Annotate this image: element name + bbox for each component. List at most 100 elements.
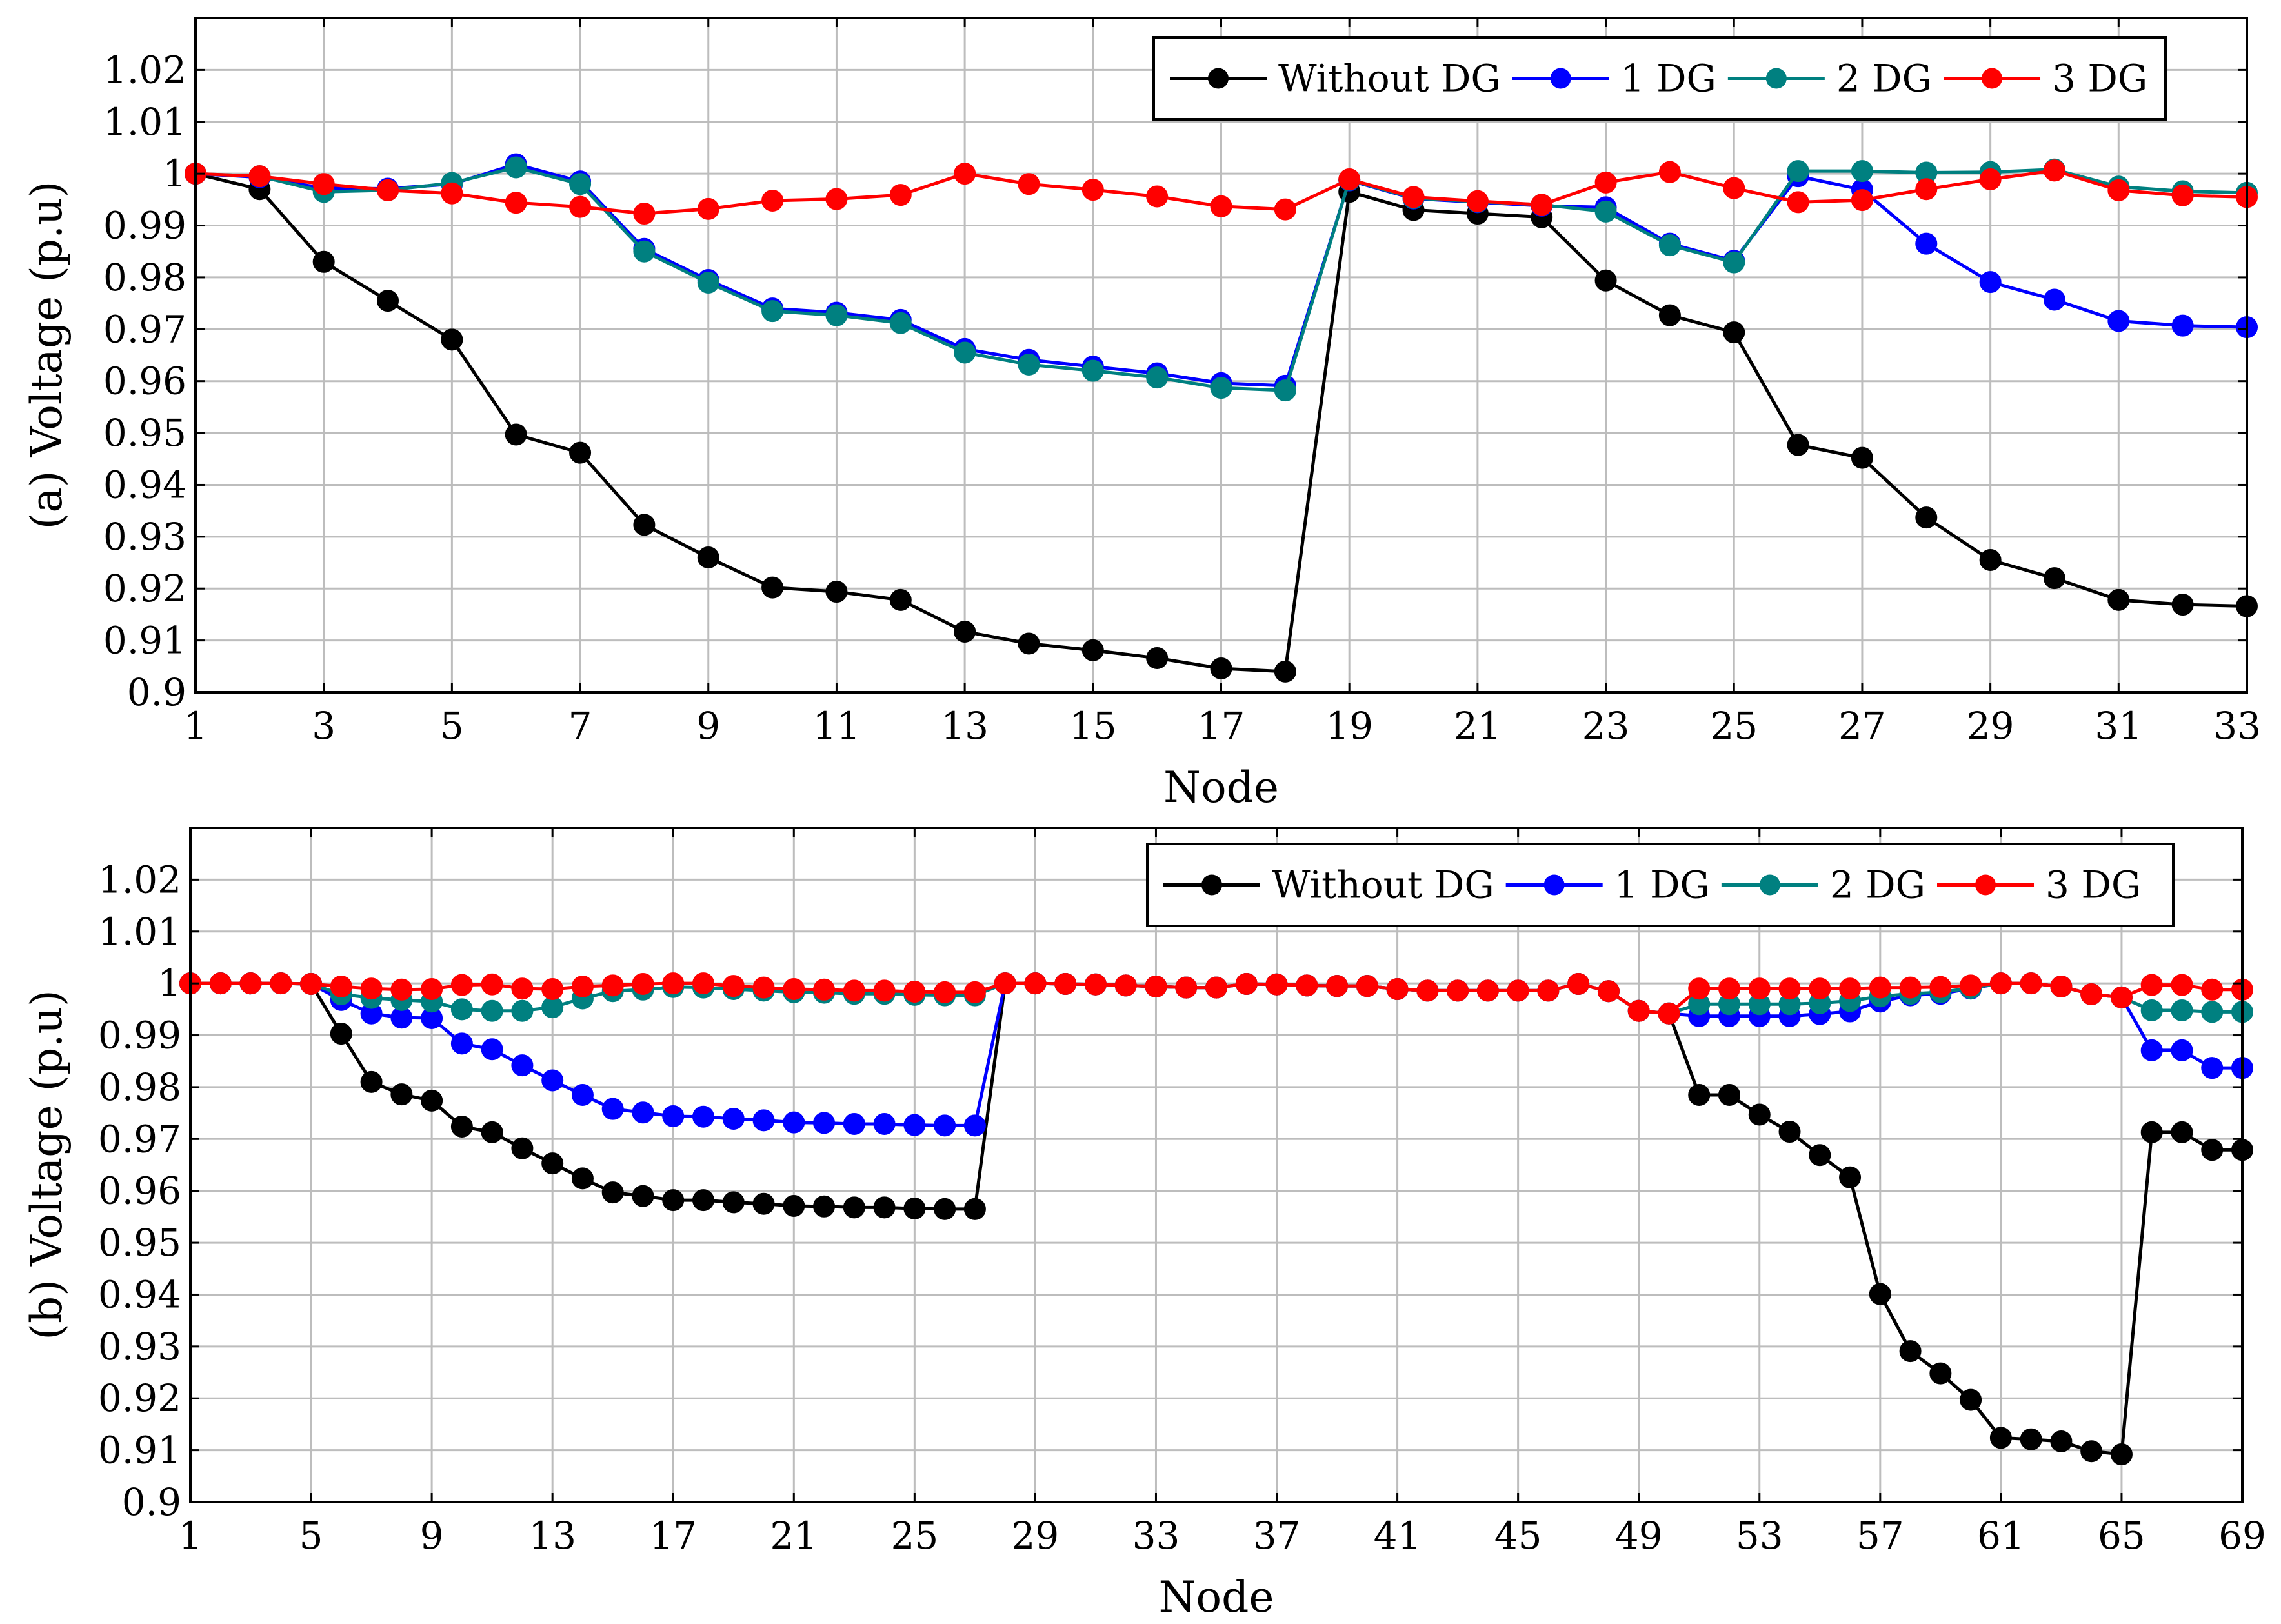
data-point (569, 173, 592, 195)
legend-marker (1543, 874, 1565, 896)
data-point (1507, 979, 1529, 1002)
data-point (873, 1112, 896, 1135)
data-point (1210, 195, 1232, 217)
data-point (934, 1198, 956, 1220)
data-point (1851, 446, 1873, 469)
data-point (843, 1196, 865, 1219)
data-point (2201, 978, 2224, 1001)
data-point (889, 184, 912, 206)
legend-label: Without DG (1272, 863, 1494, 907)
x-tick-label: 23 (1582, 704, 1630, 748)
data-point (2140, 974, 2163, 996)
data-point (2020, 972, 2042, 995)
data-point (1809, 977, 1831, 1000)
data-point (697, 271, 719, 294)
data-point (783, 1195, 805, 1218)
series-without-dg (185, 163, 2258, 683)
y-tick-label: 0.95 (103, 411, 186, 455)
data-point (843, 1112, 865, 1135)
data-point (963, 981, 986, 1003)
x-tick-label: 29 (1967, 704, 2015, 748)
x-tick-label: 3 (312, 704, 336, 748)
data-point (569, 441, 592, 464)
y-tick-label: 0.95 (98, 1221, 181, 1265)
data-point (390, 1083, 413, 1106)
data-point (2140, 1121, 2163, 1143)
data-point (2107, 179, 2130, 201)
legend-marker (1765, 68, 1787, 89)
legend-entry: 3 DG (1944, 57, 2147, 101)
data-point (903, 1198, 926, 1220)
data-point (1929, 976, 1952, 998)
x-tick-labels: 1 3 5 7 9 11 13 15 17 19 21 23 25 27 29 31 33 (184, 704, 2261, 748)
x-tick-label: 21 (1454, 704, 1502, 748)
x-axis-label: Node (1163, 763, 1279, 812)
y-tick-label: 0.99 (98, 1014, 181, 1058)
data-point (692, 1105, 714, 1128)
y-tick-label: 0.98 (98, 1065, 181, 1109)
y-tick-label: 0.97 (103, 307, 186, 351)
data-point (2171, 184, 2194, 206)
data-point (1627, 999, 1650, 1022)
y-tick-label: 0.91 (103, 619, 186, 663)
data-point (903, 981, 926, 1003)
data-point (1658, 234, 1681, 257)
legend-label: 2 DG (1830, 863, 1925, 907)
y-tick-label: 0.92 (103, 566, 186, 610)
legend: Without DG 1 DG 2 DG 3 DG (1152, 36, 2167, 121)
data-point (511, 999, 534, 1022)
data-point (1054, 972, 1077, 995)
data-point (1146, 366, 1169, 389)
x-tick-label: 27 (1838, 704, 1886, 748)
x-tick-label: 45 (1494, 1514, 1542, 1558)
data-point (1778, 1121, 1801, 1143)
x-tick-labels: 1 5 9 13 17 21 25 29 33 37 41 45 49 53 57 61 65 69 (179, 1514, 2266, 1558)
data-point (209, 972, 232, 995)
data-point (1787, 160, 1809, 183)
x-tick-label: 19 (1325, 704, 1373, 748)
y-tick-label: 1.01 (98, 910, 181, 954)
data-point (692, 1189, 714, 1212)
data-point (1778, 977, 1801, 1000)
y-tick-label: 0.91 (98, 1429, 181, 1472)
data-point (692, 972, 714, 995)
data-point (571, 1167, 594, 1190)
y-tick-labels: 0.9 0.91 0.92 0.93 0.94 0.95 0.96 0.97 0.98 0.99 1… (98, 857, 181, 1524)
data-point (813, 1195, 836, 1218)
x-tick-label: 1 (179, 1514, 203, 1558)
x-tick-label: 37 (1253, 1514, 1301, 1558)
legend-entry: 2 DG (1727, 57, 1932, 101)
x-tick-label: 7 (568, 704, 592, 748)
y-tick-label: 0.94 (98, 1272, 181, 1316)
data-point (505, 423, 527, 446)
data-point (1081, 179, 1104, 201)
data-point (2171, 1121, 2193, 1143)
data-point (1869, 1283, 1891, 1305)
data-point (421, 1089, 443, 1112)
data-point (1210, 657, 1232, 680)
legend-label: 1 DG (1614, 863, 1710, 907)
legend-marker (1975, 874, 1996, 896)
data-point (954, 163, 976, 185)
data-point (1899, 1340, 1922, 1363)
data-point (761, 576, 784, 599)
data-point (1466, 190, 1489, 212)
data-point (1145, 975, 1167, 997)
x-tick-label: 13 (941, 704, 989, 748)
data-point (1146, 647, 1169, 669)
data-point (360, 977, 383, 1000)
x-tick-label: 5 (299, 1514, 323, 1558)
data-point (1531, 194, 1553, 216)
data-point (1081, 639, 1104, 661)
data-point (954, 341, 976, 364)
data-point (889, 588, 912, 611)
data-point (511, 1137, 534, 1159)
data-point (1597, 980, 1620, 1003)
x-tick-label: 9 (420, 1514, 444, 1558)
x-tick-label: 5 (440, 704, 464, 748)
data-point (1265, 973, 1288, 996)
data-point (2171, 999, 2193, 1021)
data-point (441, 328, 463, 351)
data-point (783, 977, 805, 1000)
data-point (1839, 977, 1862, 1000)
